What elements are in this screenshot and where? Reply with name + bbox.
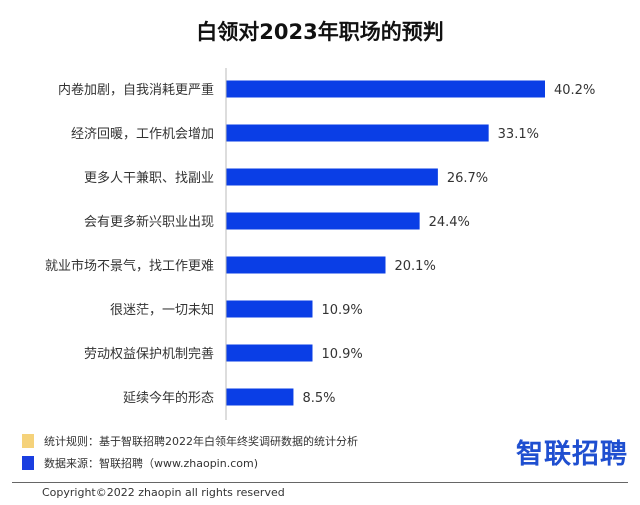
value-label: 20.1%: [395, 259, 436, 274]
category-label: 更多人干兼职、找副业: [84, 170, 214, 186]
value-label: 33.1%: [498, 127, 539, 142]
legend-rule: 统计规则：基于智联招聘2022年白领年终奖调研数据的统计分析: [22, 433, 358, 449]
value-label: 10.9%: [321, 303, 362, 318]
zhaopin-logo: 智联招聘: [516, 439, 628, 470]
bar-chart: 内卷加剧，自我消耗更严重 40.2% 经济回暖，工作机会增加 33.1% 更多人干兼职、…: [45, 68, 595, 420]
bar: [226, 344, 313, 362]
category-label: 很迷茫，一切未知: [110, 302, 214, 318]
bar: [226, 300, 313, 318]
value-label: 40.2%: [554, 83, 595, 98]
category-label: 就业市场不景气，找工作更难: [45, 258, 214, 274]
copyright: Copyright©2022 zhaopin all rights reserv…: [42, 486, 285, 499]
category-label: 会有更多新兴职业出现: [84, 214, 214, 230]
category-label: 内卷加剧，自我消耗更严重: [58, 82, 214, 98]
category-label: 经济回暖，工作机会增加: [71, 127, 214, 142]
bar: [226, 80, 545, 98]
source-text: 数据来源：智联招聘（www.zhaopin.com): [44, 457, 258, 470]
bar: [226, 212, 420, 230]
bar: [226, 388, 294, 406]
value-label: 26.7%: [447, 171, 488, 186]
value-label: 24.4%: [429, 215, 470, 230]
bar: [226, 168, 438, 186]
bar: [226, 124, 489, 142]
category-label: 劳动权益保护机制完善: [84, 346, 214, 362]
legend-source: 数据来源：智联招聘（www.zhaopin.com): [22, 455, 258, 471]
value-label: 10.9%: [321, 347, 362, 362]
chart-title: 白领对2023年职场的预判: [196, 20, 444, 44]
blue-swatch-icon: [22, 456, 34, 470]
value-label: 8.5%: [302, 391, 335, 406]
bar: [226, 256, 386, 274]
rule-text: 统计规则：基于智联招聘2022年白领年终奖调研数据的统计分析: [44, 435, 358, 448]
yellow-swatch-icon: [22, 434, 34, 448]
divider: [12, 482, 628, 483]
category-label: 延续今年的形态: [123, 390, 214, 406]
